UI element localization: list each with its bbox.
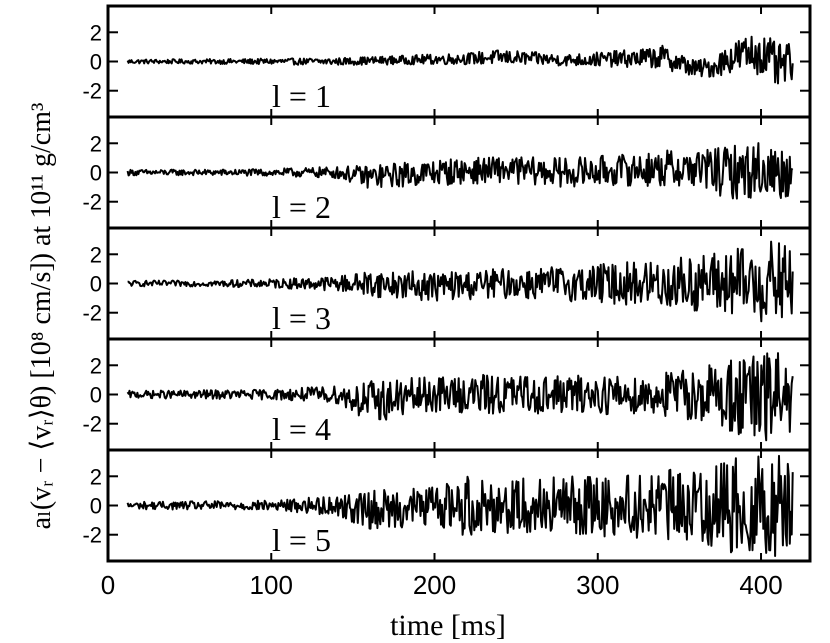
- x-tick-label: 200: [413, 570, 456, 600]
- y-tick-label: 0: [90, 383, 102, 408]
- series-line-l3: [127, 240, 794, 323]
- y-tick-label: 2: [90, 464, 102, 489]
- y-tick-label: 0: [90, 272, 102, 297]
- panel-label-l3: l = 3: [272, 300, 331, 336]
- panel-label-l5: l = 5: [272, 522, 331, 558]
- x-axis-label: time [ms]: [390, 609, 506, 642]
- panel-l1: 2 0 -2 l = 1: [82, 4, 812, 119]
- panel-label-l1: l = 1: [272, 78, 331, 114]
- series-line-l2: [126, 142, 794, 200]
- y-tick-label: 2: [90, 131, 102, 156]
- y-tick-label: 2: [90, 353, 102, 378]
- panel-l5: 2 0 -2 l = 5: [82, 448, 812, 563]
- y-tick-label: -2: [82, 412, 102, 437]
- x-tick-label: 400: [739, 570, 782, 600]
- y-tick-label: -2: [82, 79, 102, 104]
- y-tick-label: 0: [90, 494, 102, 519]
- y-axis-label: aₗ(vᵣ − ⟨vᵣ⟩θ) [10⁸ cm/s]) at 10¹¹ g/cm³: [26, 103, 57, 530]
- panel-l4: 2 0 -2 l = 4: [82, 337, 812, 452]
- series-line-l4: [126, 352, 794, 442]
- x-tick-label: 300: [576, 570, 619, 600]
- y-tick-label: 2: [90, 20, 102, 45]
- panels: 2 0 -2 l = 1 2 0 -2 l = 2 2 0 -2 l = 3 2 0 -2 l = 4 2 0 -2…: [82, 4, 812, 563]
- panel-label-l4: l = 4: [272, 411, 331, 447]
- y-tick-label: -2: [82, 523, 102, 548]
- series-line-l5: [126, 454, 794, 557]
- y-tick-label: 2: [90, 242, 102, 267]
- y-tick-label: 0: [90, 50, 102, 75]
- panel-l2: 2 0 -2 l = 2: [82, 115, 812, 230]
- y-tick-label: -2: [82, 301, 102, 326]
- y-tick-label: 0: [90, 161, 102, 186]
- series-line-l1: [126, 35, 794, 85]
- x-tick-label: 0: [101, 570, 115, 600]
- panel-label-l2: l = 2: [272, 189, 331, 225]
- x-tick-label: 100: [250, 570, 293, 600]
- y-tick-label: -2: [82, 190, 102, 215]
- x-axis-ticks: 0 100 200 300 400: [101, 570, 783, 600]
- panel-l3: 2 0 -2 l = 3: [82, 226, 812, 341]
